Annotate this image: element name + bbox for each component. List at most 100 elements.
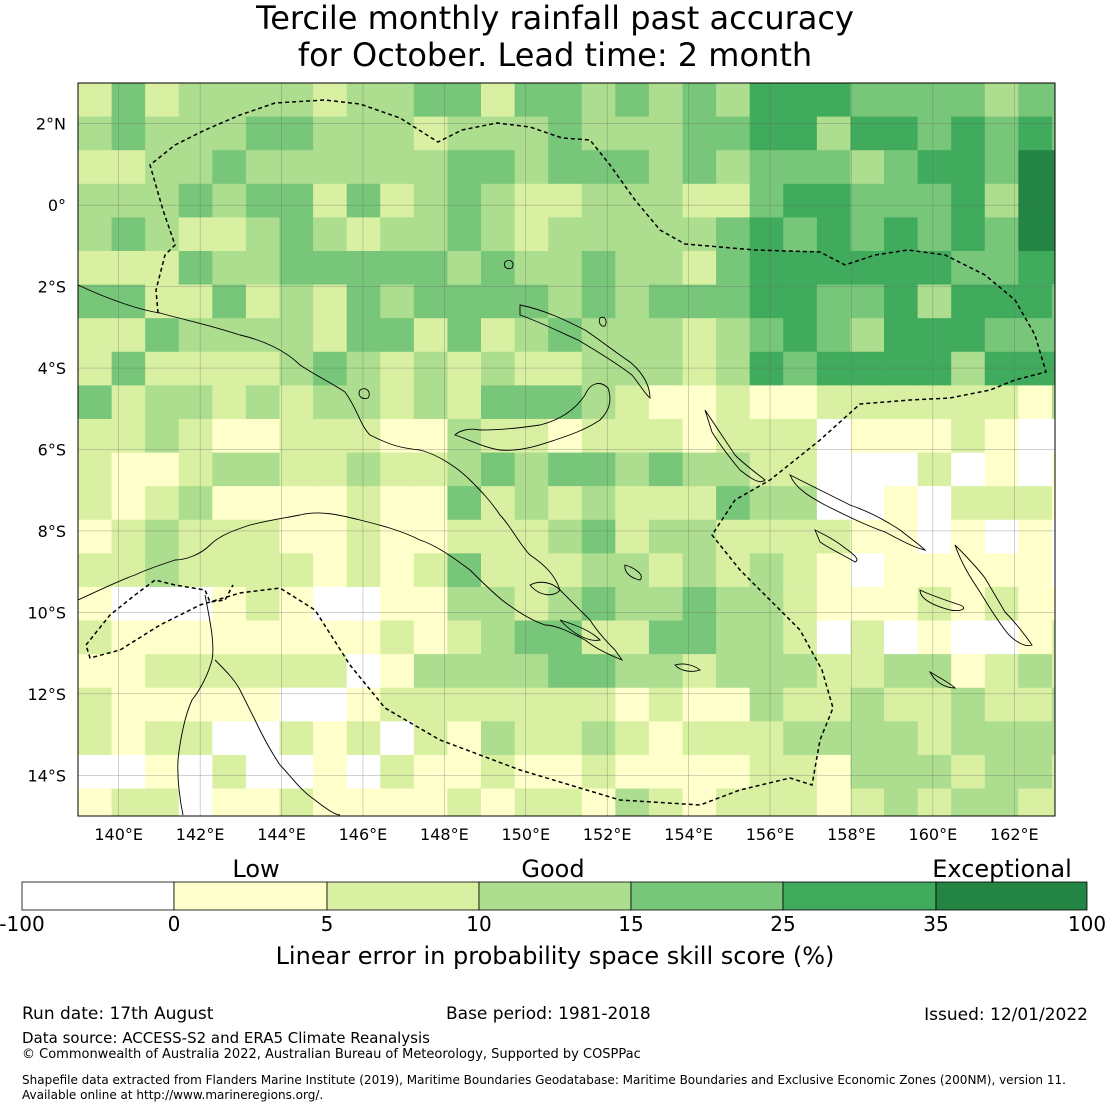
skill-cell (984, 452, 1019, 487)
skill-cell (783, 250, 818, 286)
skill-cell (245, 486, 281, 521)
skill-cell (850, 654, 885, 689)
skill-cell (178, 519, 213, 554)
skill-cell (178, 116, 213, 151)
skill-cell (1018, 721, 1053, 756)
skill-cell (884, 351, 919, 386)
skill-cell (111, 183, 146, 218)
skill-cell (1018, 486, 1053, 521)
skill-cell (716, 318, 751, 353)
skill-cell (984, 553, 1019, 588)
skill-cell (581, 116, 616, 151)
skill-cell (682, 620, 717, 655)
skill-cell (984, 116, 1019, 151)
skill-cell (1018, 553, 1053, 588)
skill-cell (178, 586, 213, 622)
longitude-tick-label: 150°E (501, 825, 550, 844)
skill-cell (245, 788, 281, 817)
skill-cell (884, 217, 919, 252)
skill-cell (514, 721, 549, 756)
latitude-tick-label: 10°S (27, 603, 66, 622)
skill-cell (1051, 150, 1056, 185)
shapefile-credit: Shapefile data extracted from Flanders M… (22, 1073, 1066, 1087)
skill-cell (212, 83, 247, 118)
skill-cell (313, 183, 348, 218)
skill-cell (514, 586, 549, 622)
skill-cell (78, 654, 113, 689)
skill-cell (313, 452, 348, 487)
skill-cell (951, 351, 986, 386)
skill-cell (447, 183, 482, 218)
skill-cell (481, 284, 516, 319)
longitude-tick-label: 148°E (420, 825, 469, 844)
skill-cell (178, 284, 213, 319)
skill-cell (951, 687, 986, 722)
skill-cell (514, 553, 549, 588)
skill-cell (447, 452, 482, 487)
skill-cell (447, 620, 482, 655)
skill-cell (850, 418, 885, 454)
skill-cell (850, 620, 885, 655)
skill-cell (447, 486, 482, 521)
skill-cell (749, 83, 784, 118)
skill-cell (1018, 116, 1053, 151)
skill-cell (447, 217, 482, 252)
skill-cell (682, 687, 717, 722)
legend-word-exceptional: Exceptional (932, 855, 1072, 883)
skill-cell (648, 150, 684, 185)
skill-cell (816, 721, 851, 756)
skill-cell (78, 116, 113, 151)
skill-cell (145, 553, 180, 588)
skill-cell (1051, 418, 1056, 454)
skill-cell (178, 620, 213, 655)
skill-cell (548, 486, 583, 521)
skill-cell (951, 754, 986, 790)
skill-cell (413, 754, 448, 790)
skill-cell (245, 620, 281, 655)
skill-cell (682, 486, 717, 521)
skill-cell (313, 721, 348, 756)
skill-cell (481, 620, 516, 655)
skill-cell (581, 284, 616, 319)
skill-cell (380, 519, 415, 554)
skill-cell (346, 116, 381, 151)
skill-cell (346, 418, 381, 454)
skill-cell (884, 788, 919, 817)
skill-cell (1051, 788, 1056, 817)
skill-cell (581, 486, 616, 521)
skill-cell (682, 721, 717, 756)
skill-cell (615, 687, 650, 722)
skill-cell (682, 217, 717, 252)
skill-cell (648, 116, 684, 151)
skill-cell (850, 250, 885, 286)
skill-cell (850, 586, 885, 622)
longitude-tick-label: 162°E (990, 825, 1039, 844)
skill-cell (1051, 385, 1056, 420)
skill-cell (716, 486, 751, 521)
skill-cell (380, 150, 415, 185)
map-frame (77, 82, 1056, 817)
skill-cell (1051, 687, 1056, 722)
skill-cell (111, 150, 146, 185)
colorbar-tick: 10 (466, 912, 492, 936)
skill-cell (917, 788, 952, 817)
skill-cell (413, 654, 448, 689)
skill-cell (984, 217, 1019, 252)
skill-cell (413, 687, 448, 722)
skill-cell (548, 452, 583, 487)
skill-cell (514, 318, 549, 353)
skill-cell (346, 654, 381, 689)
longitude-tick-label: 142°E (176, 825, 225, 844)
skill-cell (212, 721, 247, 756)
skill-cell (648, 217, 684, 252)
skill-cell (716, 620, 751, 655)
skill-cell (1051, 754, 1056, 790)
skill-cell (145, 318, 180, 353)
skill-cell (783, 150, 818, 185)
skill-cell (884, 318, 919, 353)
skill-cell (548, 788, 583, 817)
longitude-tick-label: 152°E (583, 825, 632, 844)
skill-cell (447, 83, 482, 118)
skill-cell (884, 385, 919, 420)
skill-cell (380, 284, 415, 319)
